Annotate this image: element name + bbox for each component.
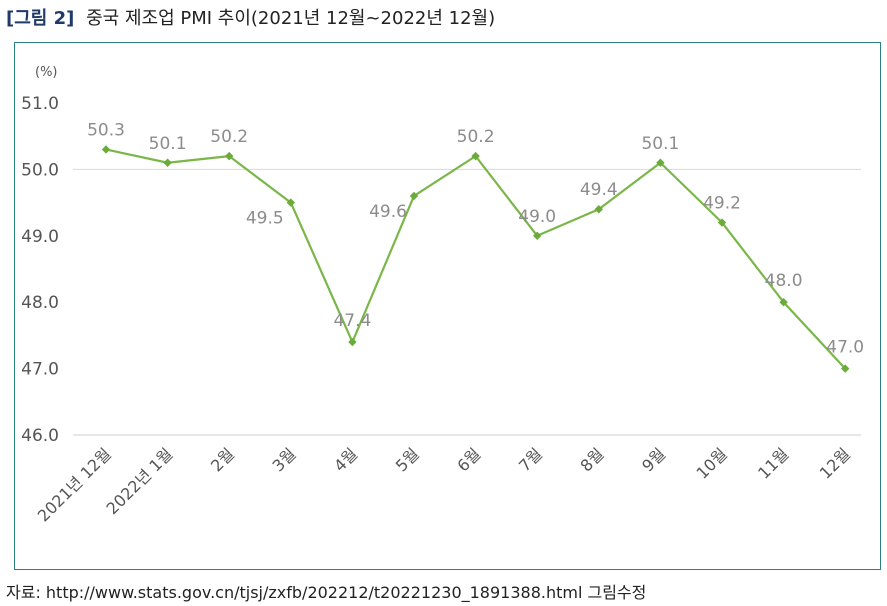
data-point — [286, 198, 295, 207]
data-label: 48.0 — [765, 271, 803, 291]
x-tick-label: 10월 — [693, 444, 731, 482]
data-point — [348, 337, 357, 347]
y-tick-label: 46.0 — [21, 426, 59, 446]
data-label: 50.3 — [87, 120, 125, 140]
chart-frame: (%) 51.0 50.0 49.0 48.0 47.0 46.0 50.3 50.1 50.2 4… — [14, 42, 881, 570]
x-tick-label: 3월 — [269, 444, 300, 475]
figure-label: [그림 2] — [6, 8, 75, 29]
data-point — [533, 231, 542, 240]
data-point — [656, 158, 665, 167]
x-tick-label: 11월 — [754, 444, 792, 482]
x-tick-label: 2021년 12월 — [34, 444, 115, 525]
x-tick-label: 2월 — [207, 444, 238, 475]
data-label: 49.6 — [369, 202, 407, 222]
figure-title: [그림 2] 중국 제조업 PMI 추이(2021년 12월~2022년 12월… — [6, 4, 495, 30]
data-point — [409, 191, 419, 201]
data-point — [225, 151, 234, 161]
source-note: 자료: http://www.stats.gov.cn/tjsj/zxfb/20… — [6, 583, 647, 602]
x-tick-label: 8월 — [577, 444, 608, 475]
x-tick-label: 6월 — [453, 444, 484, 475]
y-tick-label: 48.0 — [21, 293, 59, 313]
data-label: 49.4 — [580, 180, 618, 200]
data-point — [594, 205, 603, 214]
x-tick-label: 7월 — [515, 444, 546, 475]
series-line — [105, 148, 847, 370]
x-tick-label: 4월 — [330, 444, 361, 475]
data-point — [717, 218, 727, 227]
line-chart: (%) 51.0 50.0 49.0 48.0 47.0 46.0 50.3 50.1 50.2 4… — [21, 65, 864, 525]
unit-label: (%) — [35, 65, 58, 80]
data-point — [841, 364, 850, 373]
data-label: 47.4 — [333, 311, 371, 331]
data-label: 50.1 — [149, 134, 187, 154]
y-tick-label: 51.0 — [21, 94, 59, 114]
x-tick-label: 2022년 1월 — [103, 444, 177, 518]
x-tick-label: 9월 — [638, 444, 669, 475]
y-tick-label: 47.0 — [21, 360, 59, 380]
x-tick-label: 5월 — [392, 444, 423, 475]
y-tick-label: 49.0 — [21, 227, 59, 247]
data-label: 50.2 — [457, 127, 495, 147]
data-point — [163, 158, 172, 167]
figure-title-text: 중국 제조업 PMI 추이(2021년 12월~2022년 12월) — [86, 8, 496, 29]
data-label: 49.0 — [518, 207, 556, 227]
y-tick-label: 50.0 — [21, 160, 59, 180]
x-tick-label: 12월 — [816, 444, 854, 482]
data-label: 49.2 — [703, 194, 741, 214]
data-label: 50.2 — [210, 127, 248, 147]
data-label: 49.5 — [246, 209, 284, 229]
data-label: 47.0 — [826, 338, 864, 358]
data-label: 50.1 — [641, 134, 679, 154]
data-point — [471, 151, 480, 161]
data-point — [779, 298, 788, 307]
data-point — [101, 145, 111, 154]
